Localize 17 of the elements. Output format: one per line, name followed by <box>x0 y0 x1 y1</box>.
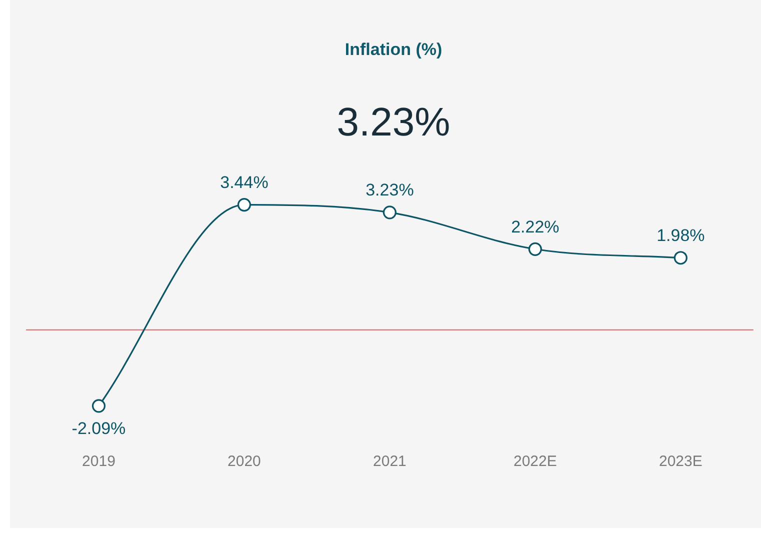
point <box>674 251 688 265</box>
data-label: 2.22% <box>511 217 560 236</box>
chart-title: Inflation (%) <box>344 40 442 59</box>
data-label: 3.44% <box>220 172 268 192</box>
data-label: 3.23% <box>366 180 414 200</box>
x-tick-label: 2022E <box>513 453 557 470</box>
point <box>528 242 542 256</box>
point <box>382 206 396 220</box>
x-tick-label: 2019 <box>82 453 116 470</box>
data-label: -2.09% <box>72 419 126 438</box>
x-tick-label: 2020 <box>228 453 261 470</box>
chart-subtitle: 3.23% <box>336 100 450 144</box>
x-tick-label: 2021 <box>373 453 406 470</box>
data-label: 1.98% <box>656 226 705 246</box>
point <box>92 399 106 413</box>
point <box>237 198 252 212</box>
x-tick-label: 2023E <box>658 453 702 470</box>
